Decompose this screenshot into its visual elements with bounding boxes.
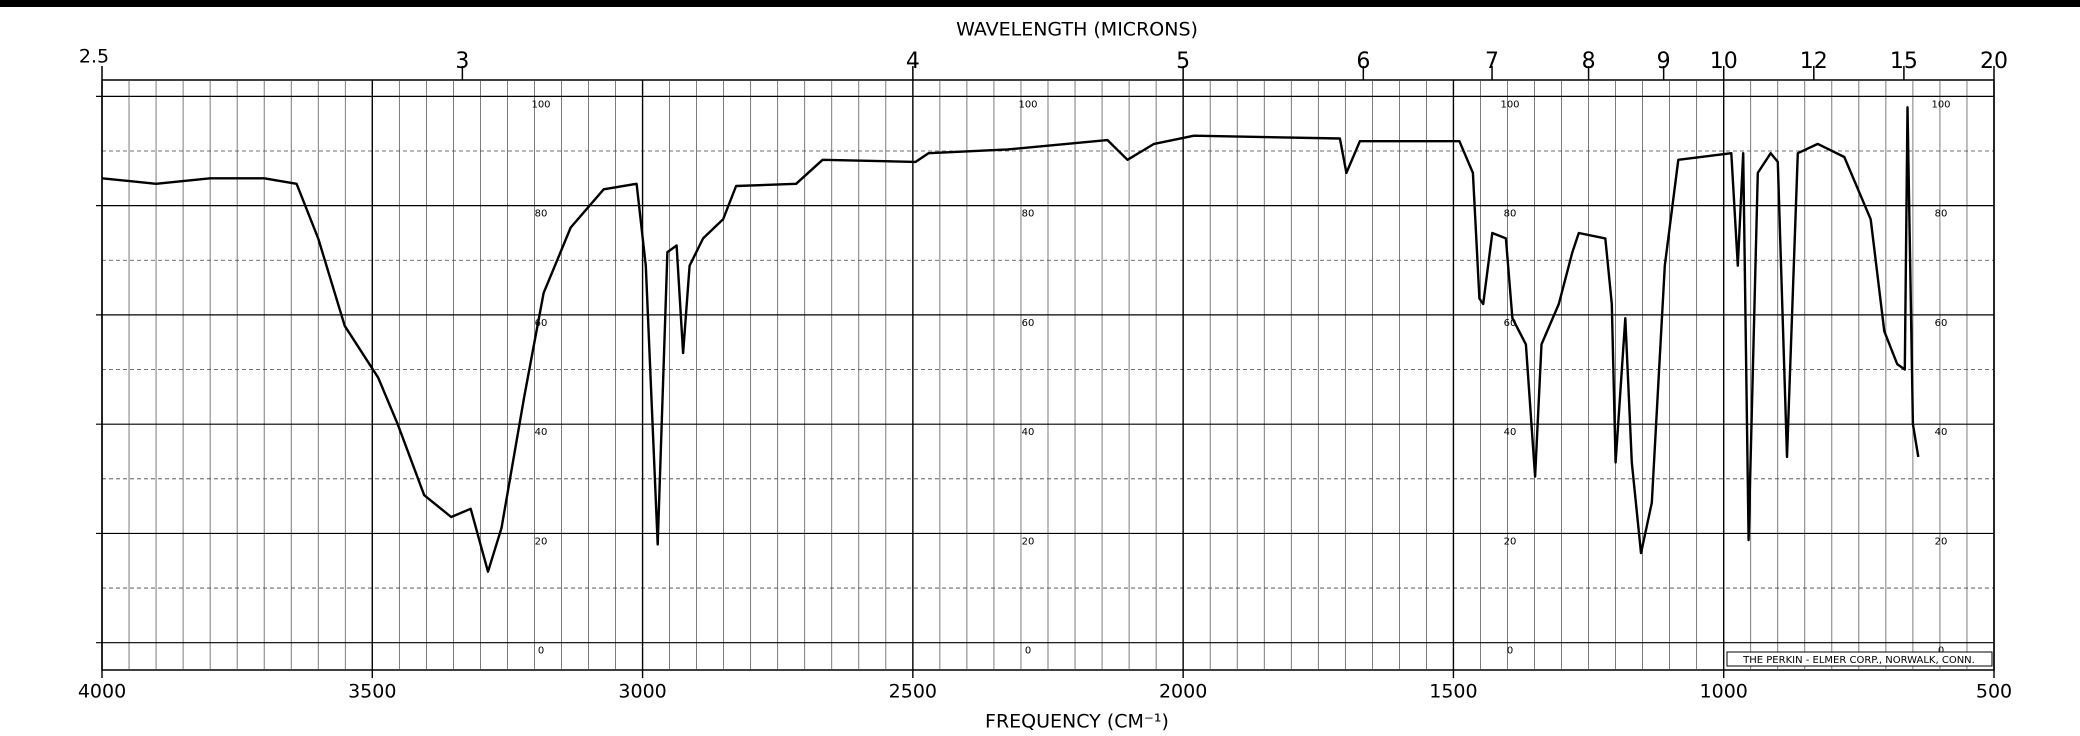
- y-tick-label: 0: [1507, 646, 1513, 657]
- top-tick-label: 8: [1582, 49, 1596, 74]
- y-tick-label: 20: [1504, 536, 1517, 547]
- y-tick-label: 60: [1022, 318, 1035, 329]
- chart-title: WAVELENGTH (MICRONS): [956, 19, 1198, 41]
- spectrum-line: [101, 106, 1920, 573]
- y-tick-label: 20: [535, 536, 548, 547]
- y-tick-label: 60: [1935, 318, 1948, 329]
- y-tick-label: 40: [1935, 427, 1948, 438]
- top-band: [0, 0, 2080, 7]
- x-axis-label: FREQUENCY (CM⁻¹): [985, 711, 1169, 733]
- y-tick-label: 40: [535, 427, 548, 438]
- x-tick-label: 2000: [1159, 681, 1207, 703]
- top-tick-label: 15: [1890, 49, 1918, 74]
- y-tick-label: 80: [1935, 209, 1948, 220]
- x-tick-label: 2500: [889, 681, 937, 703]
- y-tick-label: 20: [1022, 536, 1035, 547]
- y-tick-label: 80: [535, 209, 548, 220]
- footer-box: [1726, 651, 1993, 667]
- top-tick-label: 20: [1980, 49, 2008, 74]
- y-tick-label: 100: [1931, 99, 1950, 110]
- top-tick-label: 7: [1485, 49, 1499, 74]
- y-tick-label: 100: [1018, 99, 1037, 110]
- top-tick-label: 3: [455, 49, 469, 74]
- y-tick-label: 0: [538, 646, 544, 657]
- y-tick-label: 40: [1504, 427, 1517, 438]
- footer-label: THE PERKIN - ELMER CORP., NORWALK, CONN.: [1742, 655, 1975, 666]
- top-tick-label: 4: [906, 49, 920, 74]
- top-tick-label: 5: [1176, 49, 1190, 74]
- y-tick-label: 80: [1504, 209, 1517, 220]
- x-tick-label: 3500: [348, 681, 396, 703]
- y-tick-label: 60: [535, 318, 548, 329]
- y-tick-label: 20: [1935, 536, 1948, 547]
- y-tick-label: 0: [1938, 646, 1944, 657]
- top-tick-label: 10: [1710, 49, 1738, 74]
- y-tick-label: 60: [1504, 318, 1517, 329]
- x-tick-label: 1000: [1700, 681, 1748, 703]
- y-tick-label: 80: [1022, 209, 1035, 220]
- x-tick-label: 1500: [1429, 681, 1477, 703]
- x-tick-label: 4000: [78, 681, 126, 703]
- x-tick-label: 500: [1976, 681, 2012, 703]
- top-tick-label: 6: [1356, 49, 1370, 74]
- y-tick-label: 0: [1025, 646, 1031, 657]
- x-tick-label: 3000: [618, 681, 666, 703]
- top-tick-label: 2.5: [79, 46, 109, 68]
- top-tick-label: 9: [1657, 49, 1671, 74]
- y-tick-label: 100: [1500, 99, 1519, 110]
- top-tick-label: 12: [1800, 49, 1828, 74]
- y-tick-label: 100: [531, 99, 550, 110]
- y-tick-label: 40: [1022, 427, 1035, 438]
